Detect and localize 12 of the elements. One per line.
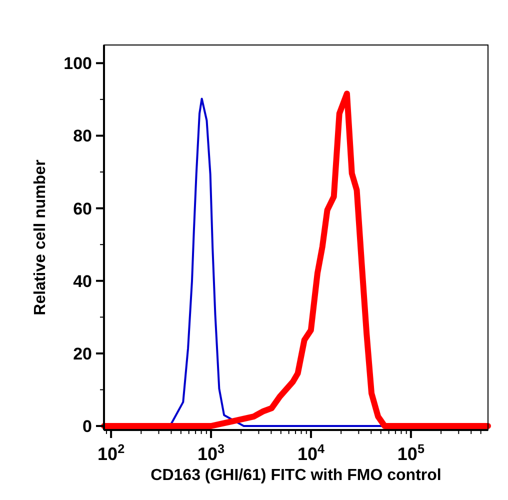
y-axis-title: Relative cell number [32, 160, 49, 316]
x-tick-label: 10$^{3}$ [197, 442, 225, 464]
y-tick-label: 0 [82, 417, 92, 436]
y-tick-label: 60 [73, 199, 92, 218]
y-tick-label: 20 [73, 344, 92, 364]
x-tick-label: 10$^{2}$ [98, 442, 125, 464]
y-tick-label: 100 [64, 54, 92, 74]
x-tick-label: 10$^{4}$ [297, 442, 325, 464]
x-axis-title: CD163 (GHI/61) FITC with FMO control [150, 467, 442, 484]
x-tick-label: 10$^{5}$ [397, 442, 424, 464]
y-tick-label: 40 [73, 272, 92, 291]
y-tick-label: 80 [73, 126, 92, 146]
